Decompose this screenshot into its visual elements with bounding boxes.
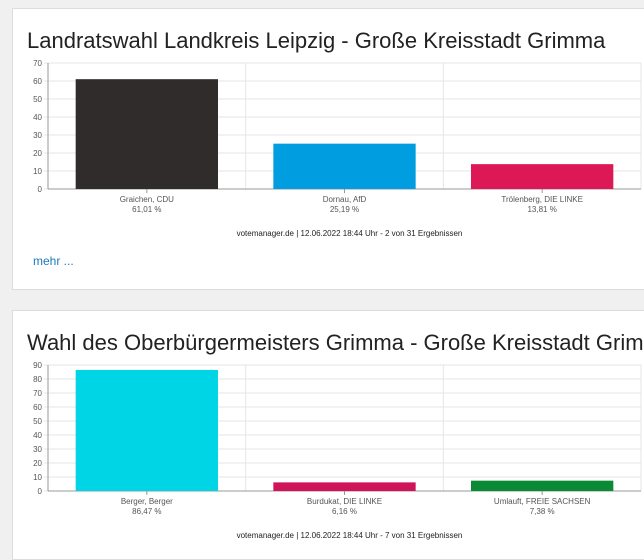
category-label: Burdukat, DIE LINKE xyxy=(307,497,382,506)
value-label: 6,16 % xyxy=(332,507,357,516)
chart-footnote: votemanager.de | 12.06.2022 18:44 Uhr - … xyxy=(237,229,463,238)
y-tick-label: 30 xyxy=(33,131,42,140)
value-label: 86,47 % xyxy=(132,507,161,516)
bar xyxy=(75,79,218,189)
y-tick-label: 0 xyxy=(38,487,43,496)
chart-card-landratswahl: Landratswahl Landkreis Leipzig - Große K… xyxy=(12,8,644,290)
bar xyxy=(75,369,218,491)
y-tick-label: 40 xyxy=(33,431,42,440)
y-tick-label: 60 xyxy=(33,77,42,86)
category-label: Graichen, CDU xyxy=(120,195,174,204)
bar xyxy=(471,480,614,491)
y-tick-label: 80 xyxy=(33,375,42,384)
chart-title: Landratswahl Landkreis Leipzig - Große K… xyxy=(27,28,606,53)
y-tick-label: 50 xyxy=(33,95,42,104)
y-tick-label: 30 xyxy=(33,445,42,454)
y-tick-label: 90 xyxy=(33,361,42,370)
y-tick-label: 10 xyxy=(33,473,42,482)
value-label: 61,01 % xyxy=(132,205,161,214)
y-tick-label: 20 xyxy=(33,459,42,468)
category-label: Trölenberg, DIE LINKE xyxy=(501,195,583,204)
y-tick-label: 0 xyxy=(38,185,43,194)
value-label: 7,38 % xyxy=(530,507,555,516)
y-tick-label: 40 xyxy=(33,113,42,122)
y-tick-label: 10 xyxy=(33,167,42,176)
category-label: Berger, Berger xyxy=(121,497,173,506)
more-link[interactable]: mehr ... xyxy=(33,254,74,268)
bar xyxy=(471,164,614,189)
y-tick-label: 70 xyxy=(33,389,42,398)
y-tick-label: 50 xyxy=(33,417,42,426)
bar xyxy=(273,482,416,491)
category-label: Dornau, AfD xyxy=(323,195,367,204)
y-tick-label: 20 xyxy=(33,149,42,158)
value-label: 13,81 % xyxy=(527,205,556,214)
value-label: 25,19 % xyxy=(330,205,359,214)
bar xyxy=(273,143,416,189)
chart-card-oberbuergermeisterwahl: Wahl des Oberbürgermeisters Grimma - Gro… xyxy=(12,310,644,560)
chart-footnote: votemanager.de | 12.06.2022 18:44 Uhr - … xyxy=(237,531,463,540)
category-label: Umlauft, FREIE SACHSEN xyxy=(494,497,591,506)
chart-title: Wahl des Oberbürgermeisters Grimma - Gro… xyxy=(27,330,644,355)
y-tick-label: 70 xyxy=(33,59,42,68)
y-tick-label: 60 xyxy=(33,403,42,412)
